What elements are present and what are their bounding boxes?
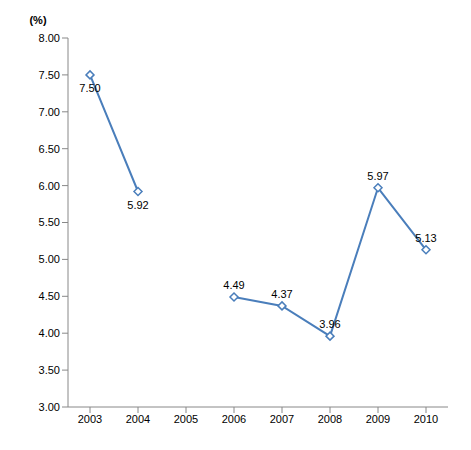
svg-text:3.96: 3.96 <box>319 318 340 330</box>
svg-text:2010: 2010 <box>414 413 438 425</box>
svg-text:2008: 2008 <box>318 413 342 425</box>
svg-text:3.00: 3.00 <box>39 401 60 413</box>
svg-text:8.00: 8.00 <box>39 32 60 44</box>
svg-text:2006: 2006 <box>222 413 246 425</box>
svg-text:4.50: 4.50 <box>39 290 60 302</box>
svg-text:7.50: 7.50 <box>79 82 100 94</box>
svg-text:2009: 2009 <box>366 413 390 425</box>
svg-text:2003: 2003 <box>78 413 102 425</box>
svg-text:6.00: 6.00 <box>39 180 60 192</box>
svg-text:4.49: 4.49 <box>223 279 244 291</box>
svg-text:4.00: 4.00 <box>39 327 60 339</box>
svg-text:3.50: 3.50 <box>39 364 60 376</box>
svg-text:6.50: 6.50 <box>39 143 60 155</box>
svg-text:4.37: 4.37 <box>271 288 292 300</box>
svg-text:2004: 2004 <box>126 413 150 425</box>
svg-text:5.13: 5.13 <box>415 232 436 244</box>
svg-text:5.00: 5.00 <box>39 253 60 265</box>
svg-text:2005: 2005 <box>174 413 198 425</box>
svg-text:5.97: 5.97 <box>367 170 388 182</box>
svg-text:7.00: 7.00 <box>39 106 60 118</box>
svg-text:5.92: 5.92 <box>127 199 148 211</box>
svg-text:7.50: 7.50 <box>39 69 60 81</box>
svg-text:5.50: 5.50 <box>39 216 60 228</box>
svg-text:2007: 2007 <box>270 413 294 425</box>
svg-text:(%): (%) <box>29 14 46 26</box>
